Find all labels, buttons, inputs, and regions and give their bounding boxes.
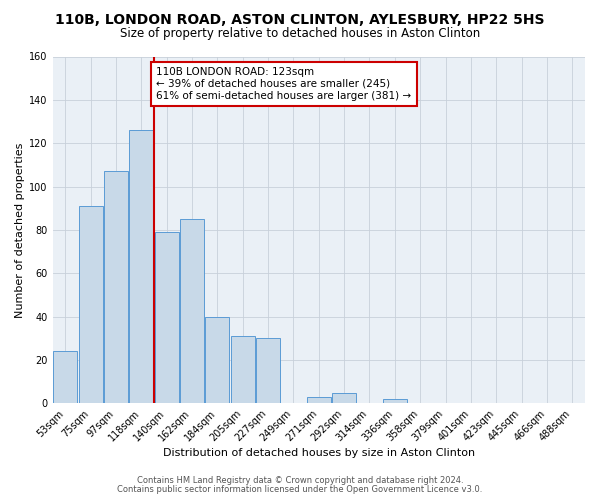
Bar xyxy=(256,338,280,404)
Text: 110B LONDON ROAD: 123sqm
← 39% of detached houses are smaller (245)
61% of semi-: 110B LONDON ROAD: 123sqm ← 39% of detach… xyxy=(157,68,412,100)
Bar xyxy=(104,172,128,404)
Bar xyxy=(180,219,204,404)
Bar xyxy=(129,130,154,404)
Text: Size of property relative to detached houses in Aston Clinton: Size of property relative to detached ho… xyxy=(120,28,480,40)
X-axis label: Distribution of detached houses by size in Aston Clinton: Distribution of detached houses by size … xyxy=(163,448,475,458)
Text: 110B, LONDON ROAD, ASTON CLINTON, AYLESBURY, HP22 5HS: 110B, LONDON ROAD, ASTON CLINTON, AYLESB… xyxy=(55,12,545,26)
Bar xyxy=(230,336,255,404)
Bar xyxy=(205,316,229,404)
Bar xyxy=(332,392,356,404)
Bar xyxy=(53,352,77,404)
Bar xyxy=(307,397,331,404)
Bar xyxy=(383,399,407,404)
Bar xyxy=(155,232,179,404)
Text: Contains HM Land Registry data © Crown copyright and database right 2024.: Contains HM Land Registry data © Crown c… xyxy=(137,476,463,485)
Y-axis label: Number of detached properties: Number of detached properties xyxy=(15,142,25,318)
Text: Contains public sector information licensed under the Open Government Licence v3: Contains public sector information licen… xyxy=(118,485,482,494)
Bar xyxy=(79,206,103,404)
